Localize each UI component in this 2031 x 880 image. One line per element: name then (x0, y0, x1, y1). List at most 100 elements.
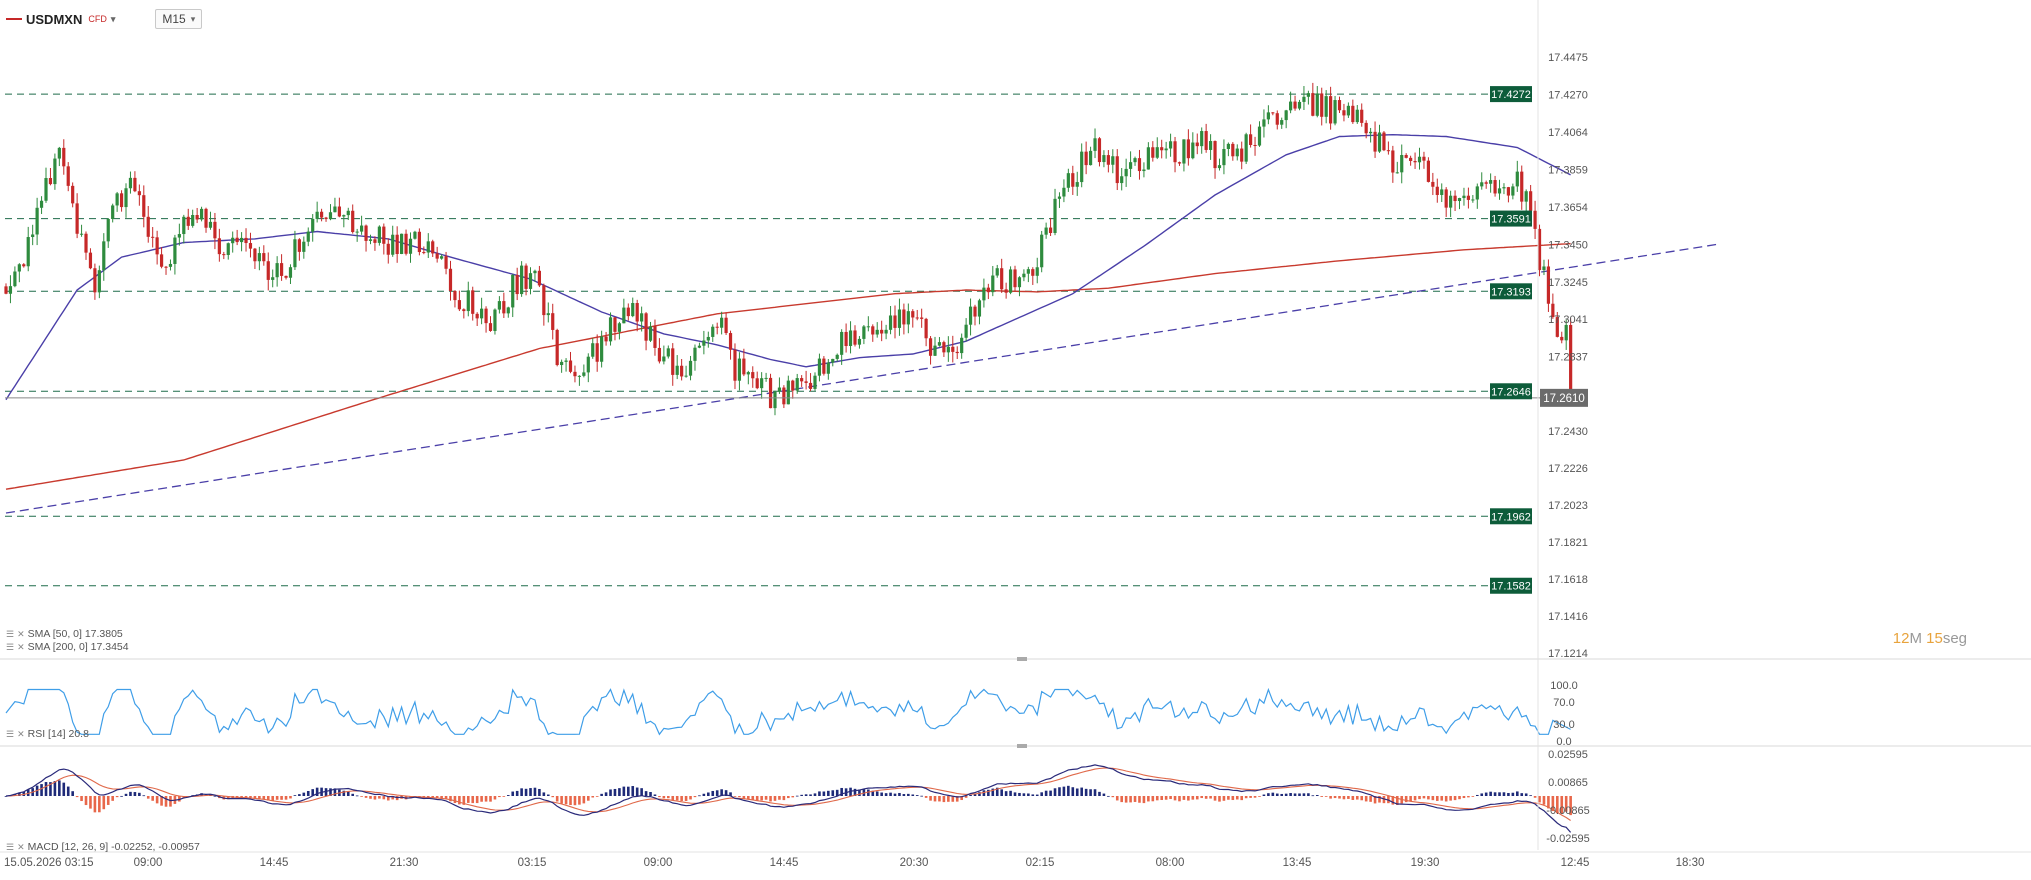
candle-body (1035, 267, 1039, 276)
macd-histogram-bar (773, 796, 777, 801)
time-tick-label: 13:45 (1283, 857, 1312, 869)
macd-histogram-bar (675, 796, 679, 801)
candle-body (1026, 269, 1030, 274)
candle-body (782, 387, 786, 405)
macd-histogram-bar (1102, 793, 1106, 796)
macd-histogram-bar (1378, 796, 1381, 803)
candle-body (435, 253, 439, 259)
indicator-label-macd[interactable]: ☰ ✕ MACD [12, 26, 9] -0.02252, -0.00957 (6, 841, 200, 853)
candle-body (1093, 138, 1097, 151)
price-tick-label: 17.4064 (1548, 127, 1588, 139)
trendline-path (5, 243, 1718, 514)
close-icon[interactable]: ✕ (17, 641, 25, 652)
macd-histogram-bar (1164, 796, 1168, 800)
candle-body (328, 212, 333, 220)
macd-histogram-bar (764, 796, 768, 800)
last-price-badge (1540, 388, 1588, 407)
candle-body (1355, 109, 1359, 123)
candle-body (1040, 234, 1044, 268)
macd-histogram-bar (649, 792, 652, 796)
candle-body (1444, 189, 1448, 208)
candle-body (1386, 150, 1390, 152)
close-icon[interactable]: ✕ (17, 628, 25, 639)
macd-histogram-bar (858, 789, 861, 796)
trendline (5, 243, 1718, 514)
close-icon[interactable]: ✕ (17, 841, 25, 852)
macd-histogram-bar (1547, 796, 1550, 809)
close-icon[interactable]: ✕ (17, 728, 25, 739)
macd-histogram-bar (653, 794, 657, 796)
candle-body (17, 264, 21, 272)
macd-histogram-bar (778, 796, 781, 800)
macd-histogram-bar (471, 796, 475, 804)
indicator-label-sma50[interactable]: ☰ ✕ SMA [50, 0] 17.3805 (6, 628, 123, 640)
candle-body (1106, 155, 1110, 165)
macd-histogram-bar (907, 793, 910, 796)
candle-body (520, 265, 524, 295)
candle-body (942, 342, 946, 353)
macd-histogram-bar (1360, 796, 1364, 801)
macd-histogram-bar (1444, 796, 1448, 802)
candle-body (182, 216, 186, 235)
macd-histogram-bar (667, 796, 670, 799)
macd-histogram-bar (1209, 796, 1212, 799)
candle-body (1048, 227, 1053, 234)
macd-histogram-bar (1138, 796, 1141, 803)
macd-histogram-bar (26, 789, 30, 796)
candle-body (502, 301, 506, 314)
candle-body (902, 309, 906, 325)
candle-body (1551, 303, 1555, 318)
indicator-label-rsi[interactable]: ☰ ✕ RSI [14] 20.8 (6, 728, 89, 740)
chevron-down-icon[interactable]: ▾ (110, 13, 116, 24)
candle-body (835, 354, 839, 359)
timeframe-selector[interactable]: M15 ▾ (155, 9, 203, 29)
candle-body (199, 208, 204, 220)
macd-histogram-bar (129, 791, 132, 796)
macd-histogram-bar (1382, 796, 1386, 804)
candle-body (1440, 189, 1444, 195)
macd-histogram-bar (102, 796, 106, 810)
settings-icon[interactable]: ☰ (6, 628, 15, 639)
candle-body (226, 243, 230, 255)
candle-body (1186, 139, 1190, 159)
candle-body (755, 378, 759, 389)
macd-histogram-bar (640, 788, 643, 796)
macd-histogram-bar (111, 796, 114, 801)
macd-histogram-bar (609, 789, 612, 796)
candle-body (4, 286, 8, 294)
candle-body (1146, 147, 1150, 170)
settings-icon[interactable]: ☰ (6, 641, 15, 652)
settings-icon[interactable]: ☰ (6, 841, 15, 852)
macd-histogram-bar (1169, 796, 1172, 800)
macd-histogram-bar (284, 796, 288, 800)
candle-body (1195, 142, 1199, 147)
candle-body (946, 346, 950, 353)
indicator-label-sma200[interactable]: ☰ ✕ SMA [200, 0] 17.3454 (6, 641, 129, 653)
candle-body (831, 358, 835, 363)
macd-histogram-bar (853, 788, 857, 796)
macd-histogram-bar (84, 796, 88, 806)
candle-body (671, 348, 675, 375)
macd-histogram-bar (302, 792, 306, 796)
candle-body (1066, 173, 1070, 188)
price-badges[interactable]: 17.4272 17.3591 17.3193 17.2646 17.1962 17.15… (1490, 86, 1588, 594)
candle-body (13, 271, 17, 287)
settings-icon[interactable]: ☰ (6, 728, 15, 739)
time-tick-label: 18:30 (1676, 857, 1705, 869)
symbol-selector[interactable]: USDMXN CFD ▾ (6, 12, 115, 27)
candle-body (804, 381, 808, 383)
candle-body (600, 336, 604, 362)
macd-histogram-bar (1075, 788, 1079, 796)
candle-body (1493, 180, 1497, 194)
macd-histogram-bar (1551, 796, 1555, 812)
macd-histogram-bar (449, 796, 452, 802)
candle-body (164, 266, 168, 268)
macd-histogram-bar (809, 794, 812, 796)
candle-body (457, 300, 461, 310)
candle-body (266, 261, 270, 280)
macd-histogram-bar (1364, 796, 1368, 802)
price-tick-label: 17.3245 (1548, 277, 1588, 289)
candle-body (582, 372, 586, 376)
candle-body (644, 313, 648, 341)
